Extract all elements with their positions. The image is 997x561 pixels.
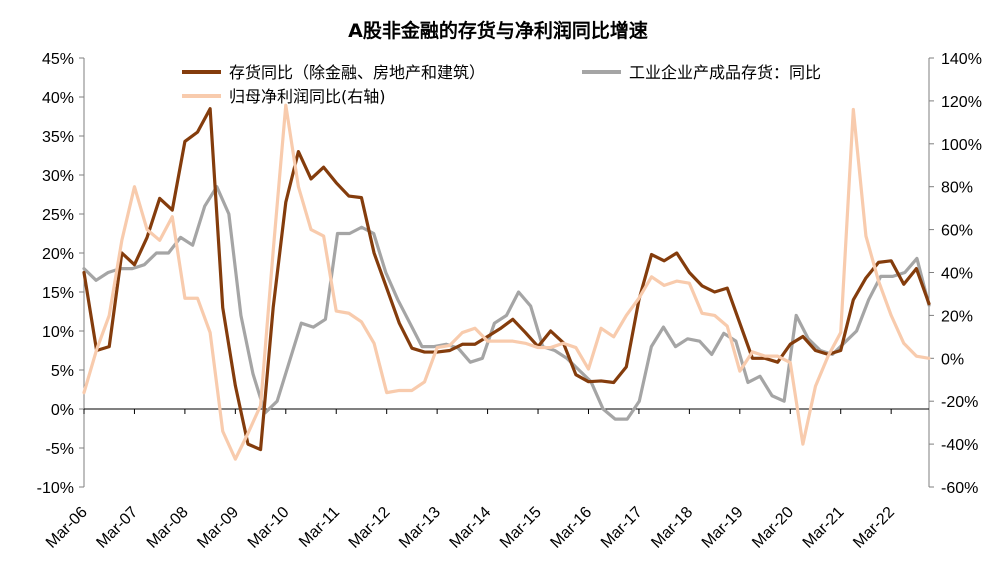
left-axis-tick-label: 15%: [42, 285, 74, 302]
series-layer: [82, 103, 931, 461]
right-axis-tick-label: 140%: [941, 51, 982, 68]
left-axis-tick-label: 40%: [42, 90, 74, 107]
x-axis-tick-label: Mar-21: [800, 504, 848, 552]
left-axis-tick-label: 10%: [42, 324, 74, 341]
x-axis-tick-label: Mar-14: [447, 504, 495, 552]
legend-label-net-profit: 归母净利润同比(右轴): [229, 87, 386, 106]
left-axis-tick-label: 5%: [51, 363, 74, 380]
right-axis-tick-label: -40%: [941, 437, 978, 454]
axes: -10% -5% 0% 5% 10% 15% 20% 25% 30% 35% 40% 45% -60% -…: [37, 51, 982, 552]
x-axis-tick-label: Mar-20: [749, 504, 797, 552]
right-axis-tick-label: 100%: [941, 137, 982, 154]
left-axis-tick-label: 45%: [42, 51, 74, 68]
right-axis-tick-label: -20%: [941, 394, 978, 411]
x-axis-tick-label: Mar-15: [497, 504, 545, 552]
right-axis-tick-label: 0%: [941, 351, 964, 368]
x-axis-tick-label: Mar-07: [93, 504, 141, 552]
legend-label-inventory: 存货同比（除金融、房地产和建筑）: [229, 63, 485, 82]
right-axis-tick-label: 40%: [941, 266, 973, 283]
left-axis-tick-label: -5%: [46, 441, 74, 458]
x-axis-tick-label: Mar-22: [850, 504, 898, 552]
right-axis-tick-label: 60%: [941, 223, 973, 240]
legend: 存货同比（除金融、房地产和建筑） 工业企业产成品存货：同比 归母净利润同比(右轴…: [182, 63, 821, 106]
x-axis-tick-label: Mar-06: [43, 504, 91, 552]
right-axis-tick-label: 120%: [941, 94, 982, 111]
x-axis-tick-label: Mar-18: [648, 504, 696, 552]
right-axis-tick-label: 80%: [941, 180, 973, 197]
series-line-net-profit: [82, 103, 931, 461]
x-axis-tick-label: Mar-12: [346, 504, 394, 552]
left-axis-tick-label: 0%: [51, 402, 74, 419]
x-axis-tick-label: Mar-16: [547, 504, 595, 552]
x-axis-tick-label: Mar-17: [598, 504, 646, 552]
left-axis-tick-label: 25%: [42, 207, 74, 224]
x-axis-tick-label: Mar-09: [194, 504, 242, 552]
x-axis-tick-label: Mar-10: [245, 504, 293, 552]
series-line-industrial-inventory: [82, 185, 931, 421]
right-axis-tick-label: -60%: [941, 480, 978, 497]
series-line-inventory: [82, 107, 931, 452]
chart-title: A股非金融的存货与净利润同比增速: [348, 19, 648, 42]
x-axis-tick-label: Mar-08: [144, 504, 192, 552]
left-axis-tick-label: 30%: [42, 168, 74, 185]
x-axis-tick-label: Mar-13: [396, 504, 444, 552]
left-axis-tick-label: 35%: [42, 129, 74, 146]
x-axis-tick-label: Mar-11: [296, 504, 343, 551]
left-axis-tick-label: 20%: [42, 246, 74, 263]
legend-label-industrial-inventory: 工业企业产成品存货：同比: [629, 63, 821, 82]
left-axis-tick-label: -10%: [37, 480, 74, 497]
right-axis-tick-label: 20%: [941, 308, 973, 325]
x-axis-tick-label: Mar-19: [699, 504, 747, 552]
